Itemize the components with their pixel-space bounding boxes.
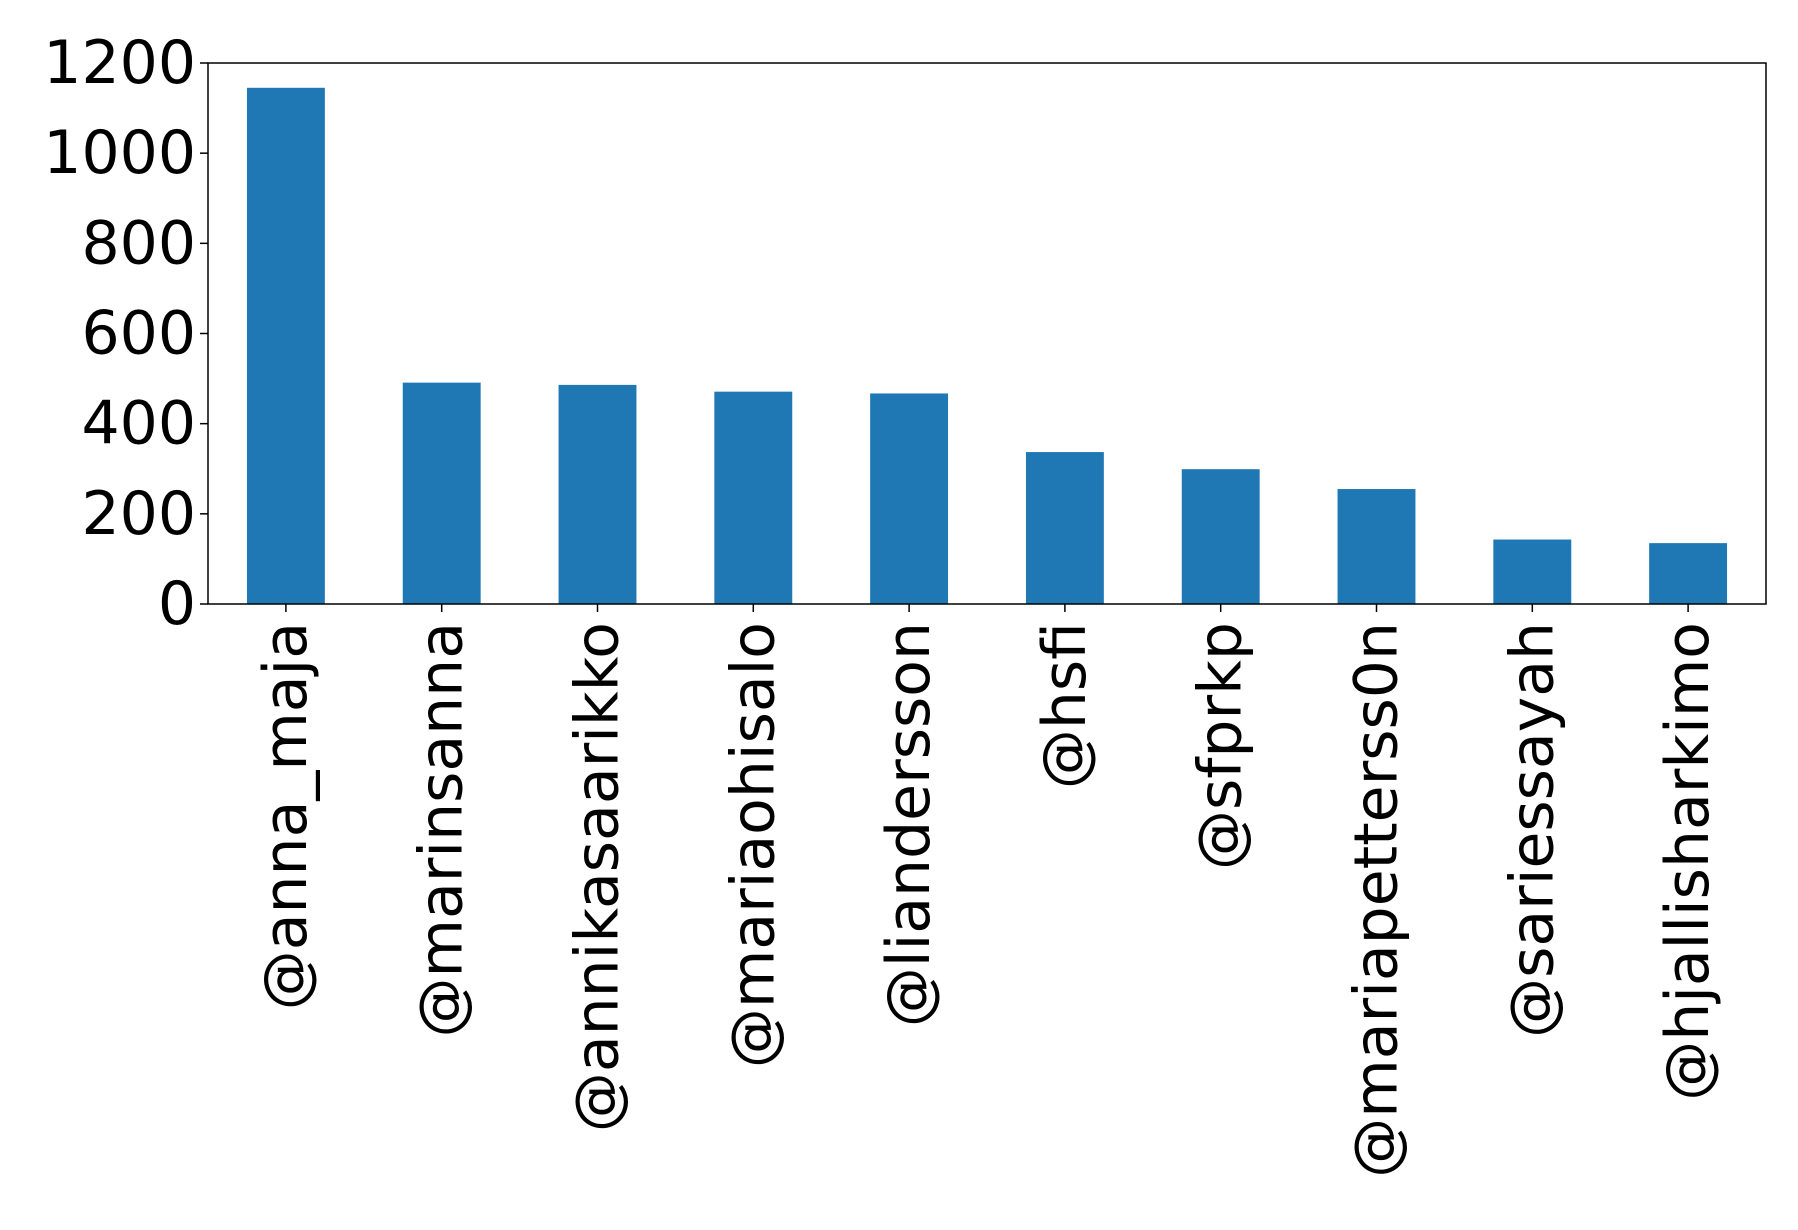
y-tick-label: 0 — [158, 569, 196, 639]
bar-hjallisharkimo — [1649, 543, 1728, 604]
y-tick-label: 600 — [81, 299, 196, 369]
x-tick-label: @mariapetterss0n — [1342, 622, 1412, 1178]
y-tick-label: 1000 — [43, 118, 196, 188]
y-tick-label: 400 — [81, 389, 196, 459]
bar-marinsanna — [402, 382, 481, 604]
y-tick-label: 1200 — [43, 28, 196, 98]
bar-mariapetterss0n — [1337, 489, 1416, 604]
x-tick-label: @hjallisharkimo — [1653, 622, 1723, 1101]
x-tick-label: @liandersson — [874, 622, 944, 1027]
bar-mariaohisalo — [714, 391, 793, 604]
bar-hsfi — [1025, 452, 1104, 604]
x-tick-label: @sariessayah — [1497, 622, 1567, 1038]
x-tick-label: @mariaohisalo — [718, 622, 788, 1068]
bar-annikasaarikko — [558, 384, 637, 604]
x-axis: @anna_maja @marinsanna @annikasaarikko @mar… — [251, 604, 1723, 1178]
x-tick-label: @annikasaarikko — [563, 622, 633, 1132]
x-tick-label: @anna_maja — [251, 622, 321, 1010]
bar-liandersson — [870, 393, 949, 604]
y-axis: 0 200 400 600 800 1000 1200 — [43, 28, 208, 639]
bars-group — [246, 87, 1728, 604]
y-tick-label: 800 — [81, 208, 196, 278]
x-tick-label: @hsfi — [1030, 622, 1100, 789]
x-tick-label: @marinsanna — [407, 622, 477, 1037]
bar-sariessayah — [1493, 539, 1572, 604]
bar-anna-maja — [246, 87, 325, 604]
bar-sfprkp — [1181, 469, 1260, 604]
plot-frame — [207, 62, 1767, 605]
y-tick-label: 200 — [81, 479, 196, 549]
x-tick-label: @sfprkp — [1186, 622, 1256, 870]
